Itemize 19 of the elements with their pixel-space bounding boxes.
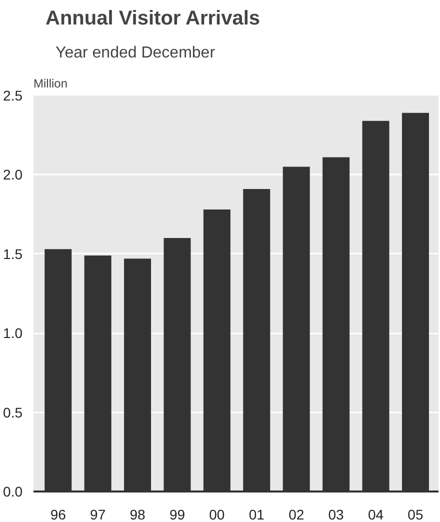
x-tick-label: 04	[368, 506, 384, 522]
x-tick-label: 03	[328, 506, 344, 522]
x-tick-label: 98	[130, 506, 146, 522]
chart-subtitle: Year ended December	[56, 44, 216, 62]
x-tick-label: 05	[408, 506, 424, 522]
y-axis-title: Million	[34, 76, 68, 90]
y-tick-label: 0.5	[3, 404, 23, 420]
x-tick-label: 02	[288, 506, 304, 522]
y-tick-label: 0.0	[3, 484, 23, 500]
x-tick-label: 00	[209, 506, 225, 522]
y-tick-label: 2.5	[3, 88, 23, 104]
x-tick-label: 96	[50, 506, 66, 522]
x-tick-label: 99	[169, 506, 186, 522]
x-tick-label: 01	[248, 506, 265, 522]
y-tick-label: 2.0	[3, 166, 23, 183]
y-tick-label: 1.0	[3, 325, 23, 342]
chart-title: Annual Visitor Arrivals	[46, 8, 260, 30]
x-tick-label: 97	[90, 506, 106, 522]
y-tick-label: 1.5	[3, 246, 23, 262]
